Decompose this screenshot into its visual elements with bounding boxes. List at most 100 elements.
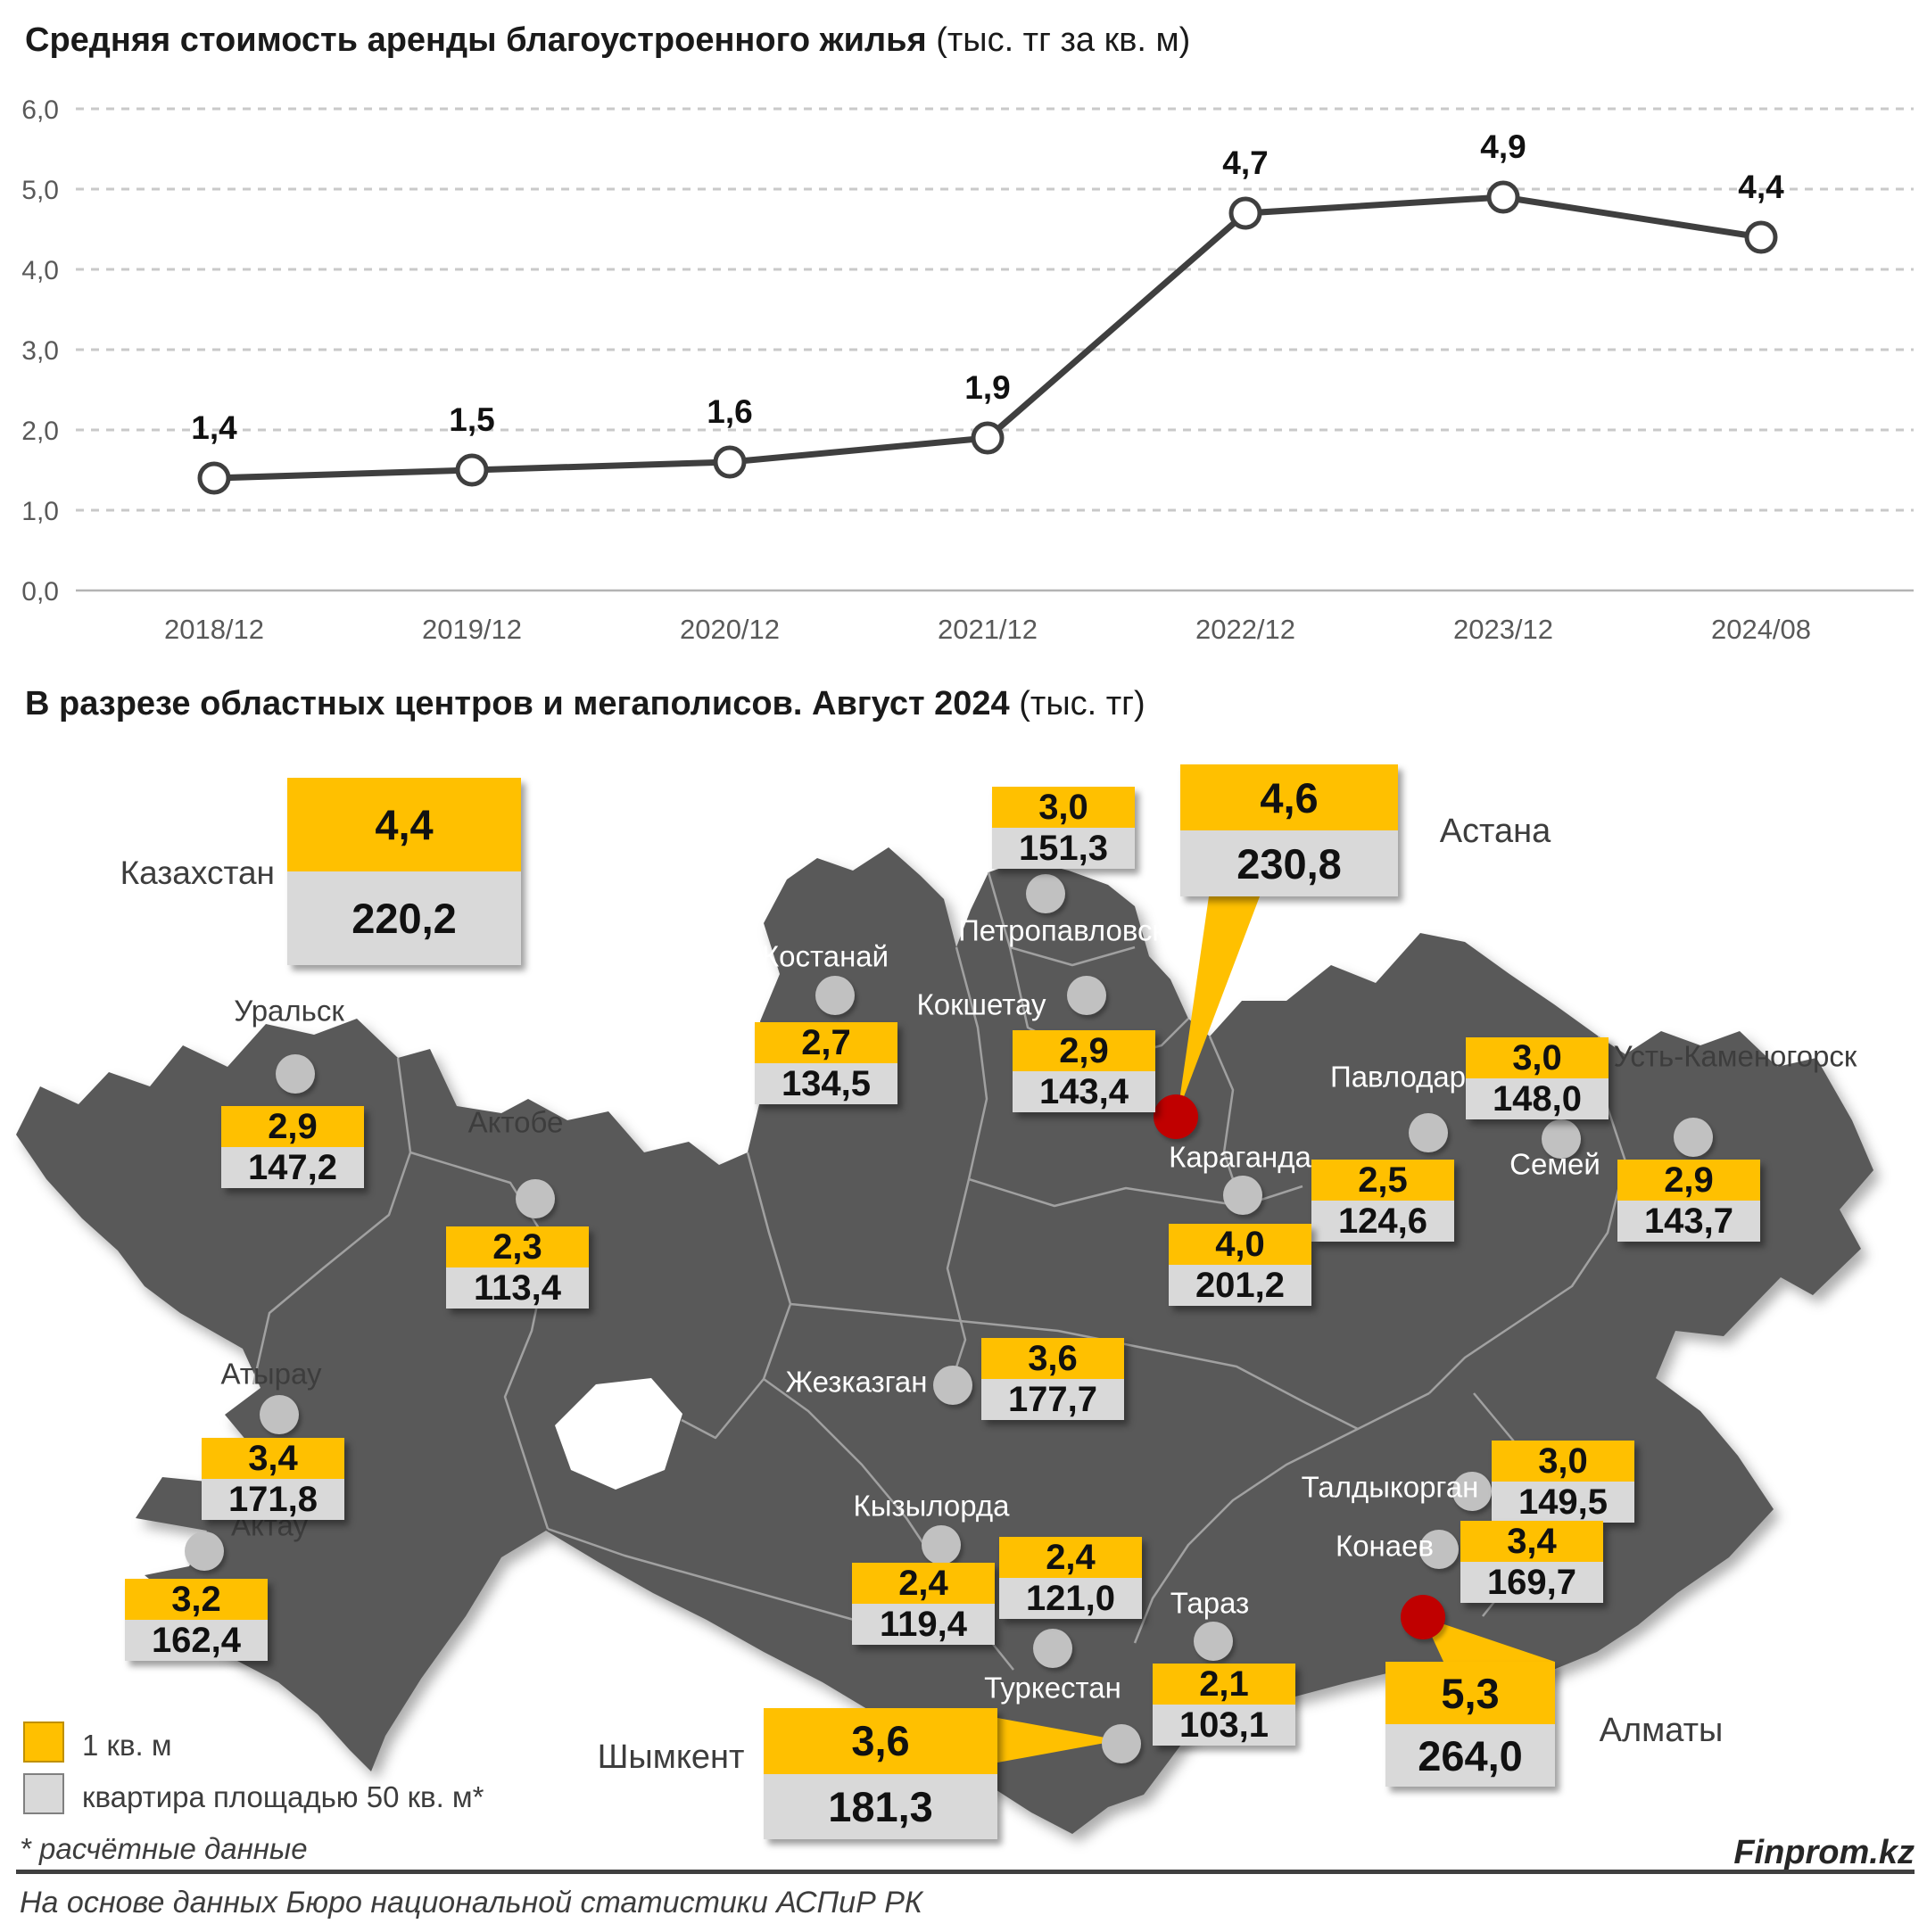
sqm-value-aktobe: 2,3 <box>446 1226 589 1267</box>
flat-value-taldykorgan: 149,5 <box>1492 1482 1634 1523</box>
flat-value-taraz: 103,1 <box>1153 1705 1295 1746</box>
sqm-value-pavlodar: 2,5 <box>1311 1160 1454 1201</box>
databox-shymkent: 3,6 181,3 <box>764 1708 997 1839</box>
city-label-zhezkazgan: Жезказган <box>785 1365 928 1399</box>
astana-callout-pointer <box>1178 896 1260 1113</box>
databox-konaev: 3,4 169,7 <box>1460 1521 1603 1603</box>
x-tick-label: 2024/08 <box>1711 614 1811 645</box>
kazakhstan-label: Казахстан <box>120 855 275 891</box>
x-tick-label: 2019/12 <box>422 614 522 645</box>
y-tick-label: 5,0 <box>21 176 59 205</box>
data-point-label: 1,5 <box>449 401 494 438</box>
sqm-value-petropavlovsk: 3,0 <box>992 787 1135 828</box>
flat-value-shymkent: 181,3 <box>764 1773 997 1839</box>
chart-x-axis-labels: 2018/12 2019/12 2020/12 2021/12 2022/12 2023/… <box>164 614 1811 645</box>
sqm-value-almaty: 5,3 <box>1385 1662 1555 1724</box>
sqm-value-uralsk: 2,9 <box>221 1106 364 1147</box>
databox-petropavlovsk: 3,0 151,3 <box>992 787 1135 869</box>
rent-line-chart: 6,0 5,0 4,0 3,0 2,0 1,0 0,0 1,4 1,5 1,6 1,9 4,7 4,9… <box>21 95 1914 645</box>
chart-y-axis-labels: 6,0 5,0 4,0 3,0 2,0 1,0 0,0 <box>21 95 59 607</box>
databox-aktau: 3,2 162,4 <box>125 1579 268 1661</box>
flat-value-pavlodar: 124,6 <box>1311 1201 1454 1242</box>
aral-sea-cutout <box>555 1378 682 1490</box>
legend-swatch-sqm <box>23 1721 64 1763</box>
city-dot-turkestan <box>1033 1629 1072 1668</box>
databox-taraz: 2,1 103,1 <box>1153 1664 1295 1746</box>
city-dot-atyrau <box>260 1395 299 1434</box>
databox-ust-kamenogorsk: 3,0 148,0 <box>1466 1037 1609 1119</box>
flat-value-atyrau: 171,8 <box>202 1479 344 1520</box>
brand-logo: Finprom.kz <box>1733 1834 1915 1871</box>
city-label-taraz: Тараз <box>1170 1586 1250 1620</box>
flat-value-petropavlovsk: 151,3 <box>992 828 1135 869</box>
databox-karaganda: 4,0 201,2 <box>1169 1224 1311 1306</box>
flat-value-zhezkazgan: 177,7 <box>981 1379 1124 1420</box>
city-dot-taraz <box>1194 1622 1233 1661</box>
data-point-label: 1,9 <box>964 369 1010 406</box>
sqm-value-zhezkazgan: 3,6 <box>981 1338 1124 1379</box>
databox-aktobe: 2,3 113,4 <box>446 1226 589 1309</box>
chart-line-series <box>197 180 1778 495</box>
city-dot-semey <box>1542 1119 1581 1159</box>
y-tick-label: 4,0 <box>21 256 59 285</box>
kazakhstan-databox: 4,4 220,2 <box>287 778 521 965</box>
city-dot-zhezkazgan <box>933 1366 972 1405</box>
city-dot-pavlodar <box>1409 1113 1448 1152</box>
kazakhstan-sqm-value: 4,4 <box>287 778 521 871</box>
legend-label-flat: квартира площадью 50 кв. м* <box>82 1780 484 1813</box>
sqm-value-ust-kamenogorsk: 3,0 <box>1466 1037 1609 1078</box>
data-point-marker <box>971 421 1005 455</box>
data-point-marker <box>1744 220 1778 254</box>
sqm-value-konaev: 3,4 <box>1460 1521 1603 1562</box>
sqm-value-kyzylorda: 2,4 <box>852 1563 995 1604</box>
section-title-main: В разрезе областных центров и мегаполисо… <box>25 685 1010 722</box>
flat-value-aktau: 162,4 <box>125 1620 268 1661</box>
city-label-shymkent: Шымкент <box>597 1738 745 1776</box>
city-label-aktobe: Актобе <box>467 1105 564 1139</box>
city-label-konaev: Конаев <box>1335 1529 1435 1563</box>
city-dot-petropavlovsk <box>1026 874 1065 913</box>
sqm-value-semey: 2,9 <box>1617 1160 1760 1201</box>
city-label-almaty: Алматы <box>1599 1712 1724 1749</box>
flat-value-almaty: 264,0 <box>1385 1724 1555 1787</box>
city-label-ust-kamenogorsk: Усть-Каменогорск <box>1613 1039 1857 1073</box>
data-point-marker <box>455 453 489 487</box>
city-label-atyrau: Атырау <box>220 1357 322 1391</box>
legend-swatch-flat <box>23 1773 64 1814</box>
databox-kyzylorda: 2,4 119,4 <box>852 1563 995 1645</box>
x-tick-label: 2018/12 <box>164 614 264 645</box>
city-dot-taldykorgan <box>1452 1472 1492 1511</box>
x-tick-label: 2022/12 <box>1195 614 1295 645</box>
sqm-value-astana: 4,6 <box>1180 764 1398 830</box>
sqm-value-shymkent: 3,6 <box>764 1708 997 1774</box>
flat-value-konaev: 169,7 <box>1460 1562 1603 1603</box>
city-dot-kokshetau <box>1067 976 1106 1015</box>
kazakhstan-silhouette <box>16 847 1873 1834</box>
chart-title: Средняя стоимость аренды благоустроенног… <box>25 21 1190 60</box>
flat-value-astana: 230,8 <box>1180 830 1398 896</box>
section-title: В разрезе областных центров и мегаполисо… <box>25 685 1145 723</box>
y-tick-label: 2,0 <box>21 417 59 446</box>
city-dot-almaty <box>1401 1595 1445 1639</box>
y-tick-label: 3,0 <box>21 336 59 366</box>
sqm-value-atyrau: 3,4 <box>202 1438 344 1479</box>
chart-gridlines <box>76 107 1914 592</box>
sqm-value-kokshetau: 2,9 <box>1013 1030 1155 1071</box>
flat-value-semey: 143,7 <box>1617 1201 1760 1242</box>
databox-taldykorgan: 3,0 149,5 <box>1492 1441 1634 1523</box>
x-tick-label: 2023/12 <box>1453 614 1553 645</box>
sqm-value-karaganda: 4,0 <box>1169 1224 1311 1265</box>
city-label-turkestan: Туркестан <box>984 1671 1121 1705</box>
flat-value-aktobe: 113,4 <box>446 1267 589 1309</box>
almaty-callout-pointer <box>1423 1617 1555 1662</box>
city-dot-kyzylorda <box>922 1525 961 1565</box>
city-label-uralsk: Уральск <box>234 994 344 1028</box>
city-dot-kostanay <box>815 976 855 1015</box>
data-point-marker <box>713 445 747 479</box>
databox-uralsk: 2,9 147,2 <box>221 1106 364 1188</box>
city-dot-aktobe <box>516 1179 555 1218</box>
chart-title-main: Средняя стоимость аренды благоустроенног… <box>25 21 927 59</box>
flat-value-turkestan: 121,0 <box>999 1578 1142 1619</box>
chart-title-units: (тыс. тг за кв. м) <box>926 21 1191 59</box>
flat-value-ust-kamenogorsk: 148,0 <box>1466 1078 1609 1119</box>
